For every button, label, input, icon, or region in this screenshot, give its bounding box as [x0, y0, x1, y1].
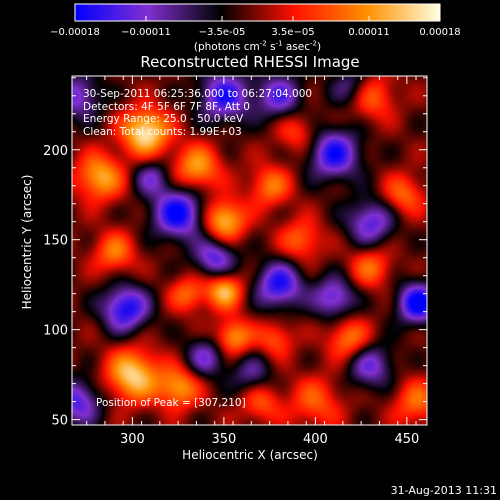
peak-position-label: Position of Peak = [307,210]	[96, 397, 246, 409]
y-tick-label: 50	[51, 414, 68, 429]
x-tick-label: 350	[211, 432, 236, 447]
annotation-energy-range: Energy Range: 25.0 - 50.0 keV	[83, 113, 244, 125]
colorbar-tick-label: −3.5e-05	[199, 27, 246, 38]
colorbar-tick-label: 0.00018	[419, 27, 460, 38]
annotation-detectors: Detectors: 4F 5F 6F 7F 8F, Att 0	[83, 100, 250, 113]
colorbar-tick-label: −0.00011	[121, 27, 171, 38]
y-tick-label: 200	[43, 144, 68, 159]
colorbar-tick-label: 3.5e−05	[271, 27, 314, 38]
plot-frame	[71, 75, 428, 426]
chart-title: Reconstructed RHESSI Image	[140, 53, 360, 71]
annotation-time-range: 30-Sep-2011 06:25:36.000 to 06:27:04.000	[83, 88, 313, 100]
y-tick-label: 150	[43, 234, 68, 249]
colorbar-gradient	[74, 3, 441, 22]
annotation-clean-counts: Clean: Total counts: 1.99E+03	[83, 125, 242, 138]
colorbar: −0.00018 −0.00011 −3.5e-05 3.5e−05 0.00011 0.…	[50, 3, 461, 38]
colorbar-ticks: −0.00018 −0.00011 −3.5e-05 3.5e−05 0.00011 0.…	[50, 16, 461, 38]
colorbar-label: (photons cm-2 s-1 asec-2)	[193, 39, 322, 53]
x-tick-label: 300	[120, 432, 145, 447]
annotation-block: 30-Sep-2011 06:25:36.000 to 06:27:04.000…	[83, 88, 312, 138]
y-tick-label: 100	[43, 324, 68, 339]
heatmap-image	[72, 76, 427, 425]
x-tick-label: 450	[394, 432, 419, 447]
footer-date: 31-Aug-2013 11:31	[390, 484, 497, 497]
colorbar-tick-label: −0.00018	[50, 27, 100, 38]
x-axis-label: Heliocentric X (arcsec)	[182, 448, 318, 462]
colorbar-tick-label: 0.00011	[348, 27, 389, 38]
x-tick-label: 400	[303, 432, 328, 447]
